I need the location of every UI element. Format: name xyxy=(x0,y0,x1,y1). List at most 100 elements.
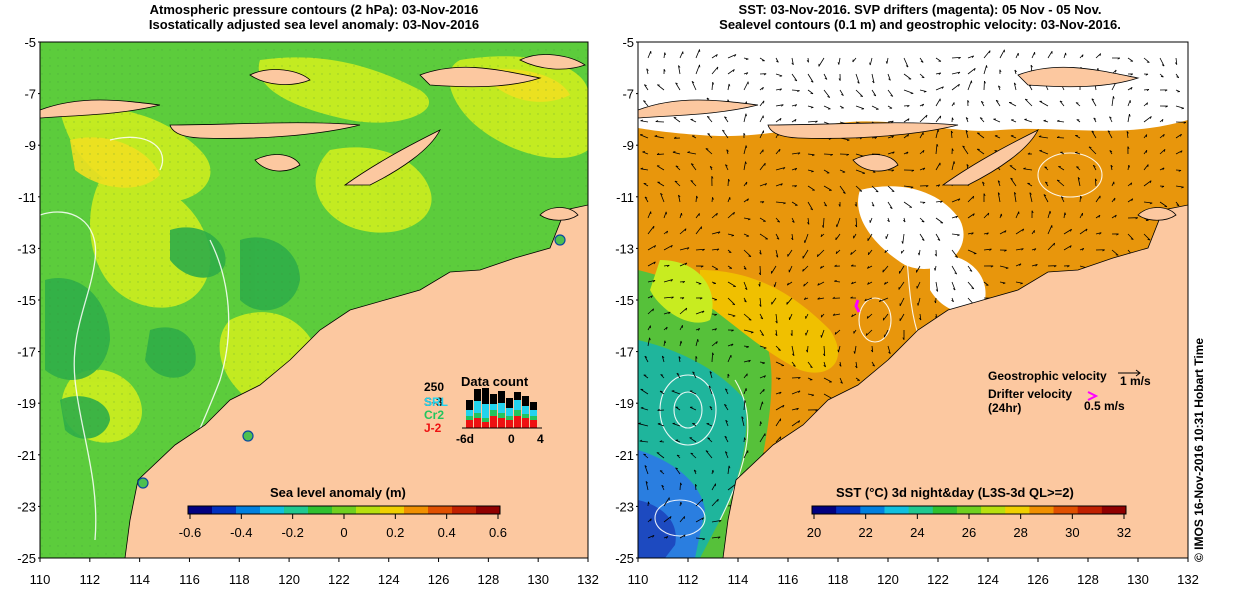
velocity-arrow xyxy=(903,118,910,123)
velocity-arrow xyxy=(663,244,673,251)
velocity-arrow xyxy=(678,194,681,203)
velocity-arrowhead xyxy=(1093,117,1097,120)
velocity-arrow xyxy=(675,467,681,475)
left-title-line-1: Atmospheric pressure contours (2 hPa): 0… xyxy=(149,2,479,17)
velocity-arrow xyxy=(976,148,985,155)
velocity-arrowhead xyxy=(962,145,966,148)
velocity-arrow xyxy=(727,211,735,219)
velocity-arrowhead xyxy=(638,422,641,424)
velocity-arrowhead xyxy=(850,252,852,255)
velocity-arrowhead xyxy=(743,132,746,136)
velocity-arrow xyxy=(679,307,688,315)
velocity-arrowhead xyxy=(1014,192,1017,195)
velocity-arrowhead xyxy=(676,454,680,457)
tide-gauges xyxy=(137,234,566,489)
velocity-arrow xyxy=(743,450,749,459)
velocity-arrowhead xyxy=(776,237,780,240)
velocity-arrowhead xyxy=(884,250,887,253)
velocity-arrowhead xyxy=(1069,245,1072,248)
velocity-arrowhead xyxy=(953,161,956,164)
velocity-arrowhead xyxy=(1091,98,1095,101)
sat-label-cr2: Cr2 xyxy=(424,408,444,422)
colorbar-swatch xyxy=(308,506,333,514)
velocity-arrow xyxy=(1063,52,1066,59)
colorbar-tick-label: 32 xyxy=(1117,525,1131,540)
velocity-arrowhead xyxy=(873,94,877,97)
velocity-arrow xyxy=(695,226,702,235)
velocity-arrow xyxy=(1092,165,1097,171)
velocity-arrowhead xyxy=(923,91,927,93)
velocity-arrow xyxy=(690,452,697,459)
velocity-arrow xyxy=(935,162,941,171)
velocity-arrow xyxy=(695,339,699,347)
velocity-arrowhead xyxy=(693,469,697,472)
velocity-arrow xyxy=(695,281,702,285)
x-tick-label: 120 xyxy=(278,572,300,587)
velocity-arrow xyxy=(727,54,737,59)
velocity-arrowhead xyxy=(761,334,764,336)
velocity-arrow xyxy=(727,313,736,317)
velocity-arrow xyxy=(724,451,729,459)
velocity-arrow xyxy=(679,534,686,539)
velocity-arrow xyxy=(839,89,844,96)
velocity-arrowhead xyxy=(780,183,783,186)
velocity-arrow xyxy=(657,181,665,187)
velocity-arrow xyxy=(660,193,665,203)
velocity-arrowhead xyxy=(690,452,694,455)
velocity-arrowhead xyxy=(717,231,721,234)
velocity-arrow xyxy=(707,437,713,443)
velocity-arrow xyxy=(1088,146,1097,155)
x-tick-label: 122 xyxy=(927,572,949,587)
velocity-arrow xyxy=(709,371,713,379)
velocity-arrow xyxy=(822,217,825,228)
velocity-arrow xyxy=(1079,195,1082,203)
velocity-arrow xyxy=(1143,57,1150,63)
colorbar-swatch xyxy=(812,506,837,514)
velocity-arrowhead xyxy=(654,245,657,248)
velocity-arrowhead xyxy=(722,129,725,132)
velocity-arrowhead xyxy=(971,287,974,290)
velocity-arrowhead xyxy=(1053,242,1056,246)
velocity-arrow xyxy=(639,440,649,443)
velocity-arrow xyxy=(672,423,681,427)
velocity-arrowhead xyxy=(917,303,919,306)
velocity-arrow xyxy=(741,416,745,427)
velocity-arrowhead xyxy=(810,208,813,211)
velocity-arrowhead xyxy=(1064,212,1067,216)
velocity-arrowhead xyxy=(1022,228,1025,232)
colorbar-swatch xyxy=(908,506,934,514)
svp-drifter-track xyxy=(854,299,861,313)
velocity-arrowhead xyxy=(718,520,722,523)
velocity-arrowhead xyxy=(878,299,882,302)
velocity-arrowhead xyxy=(855,224,858,228)
velocity-arrowhead xyxy=(640,119,644,122)
velocity-arrow xyxy=(787,281,793,286)
velocity-arrow xyxy=(993,118,1001,123)
velocity-arrow xyxy=(759,375,766,379)
velocity-arrow xyxy=(775,73,783,77)
velocity-arrowhead xyxy=(670,279,673,282)
velocity-arrow xyxy=(695,64,700,75)
velocity-arrowhead xyxy=(691,80,695,84)
velocity-arrowhead xyxy=(691,163,694,166)
velocity-arrowhead xyxy=(921,238,925,241)
velocity-arrow xyxy=(1015,263,1022,267)
velocity-arrow xyxy=(976,132,985,139)
velocity-arrowhead xyxy=(891,169,895,172)
velocity-arrow xyxy=(902,233,905,244)
velocity-arrowhead xyxy=(702,538,706,541)
velocity-arrowhead xyxy=(669,516,672,519)
velocity-arrow xyxy=(1010,119,1017,123)
velocity-arrowhead xyxy=(907,118,910,122)
velocity-arrow xyxy=(678,65,681,75)
velocity-arrow xyxy=(823,345,826,356)
velocity-arrowhead xyxy=(817,297,820,300)
velocity-arrow xyxy=(951,56,961,59)
velocity-arrow xyxy=(743,113,747,123)
velocity-arrowhead xyxy=(758,272,761,276)
velocity-arrowhead xyxy=(685,307,688,311)
velocity-arrowhead xyxy=(1085,228,1088,232)
data-count-bar-segment xyxy=(498,418,505,428)
velocity-arrow xyxy=(679,212,682,219)
left-x-ticks: 110 112 114 116 118 120 122 124 126 128 130 132 xyxy=(30,558,599,587)
